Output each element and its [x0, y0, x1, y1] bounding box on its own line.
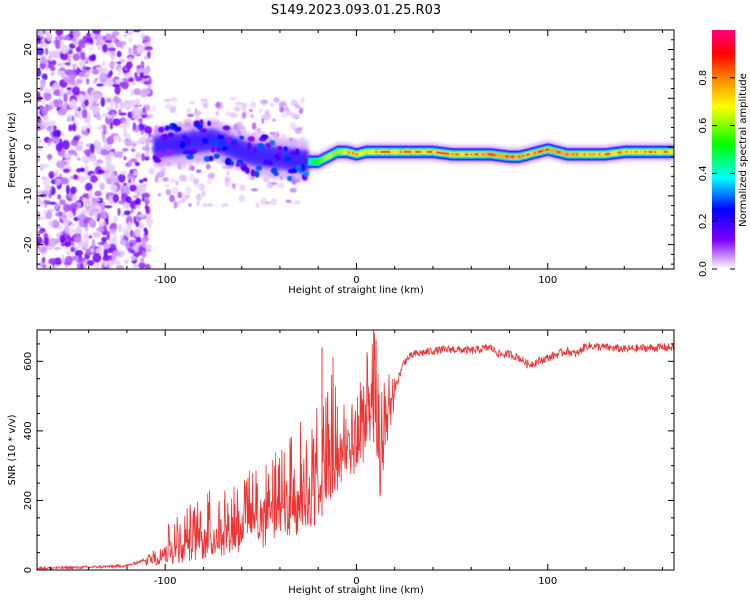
- y-tick-label: 200: [23, 491, 34, 510]
- snr-frame: [36, 329, 675, 571]
- y-tick-label: -20: [23, 236, 34, 252]
- y-tick-label: -10: [23, 188, 34, 204]
- snr-y-axis-label: SNR (10 * v/v): [7, 414, 18, 485]
- colorbar: 0.0 0.2 0.4 0.6 0.8 Normalized spectral ampl…: [698, 30, 749, 277]
- snr-series: [37, 330, 674, 570]
- y-tick-label: 0: [23, 567, 34, 573]
- colorbar-tick-label: 0.2: [698, 213, 709, 229]
- snr-x-axis-label: Height of straight line (km): [288, 585, 424, 596]
- spectrogram-image: [37, 30, 674, 269]
- x-tick-label: 100: [538, 576, 557, 587]
- colorbar-tick-label: 0.0: [698, 261, 709, 277]
- x-tick-label: 0: [353, 576, 359, 587]
- x-tick-label: -100: [154, 275, 177, 286]
- y-tick-label: 10: [23, 92, 34, 105]
- spectrogram-x-axis-label: Height of straight line (km): [288, 285, 424, 296]
- noise-speckle: [37, 30, 306, 269]
- y-tick-label: 0: [23, 144, 34, 150]
- colorbar-gradient: [712, 30, 735, 269]
- signal-ridge: [152, 117, 674, 184]
- spectrogram-y-axis-label: Frequency (Hz): [7, 112, 18, 188]
- figure-title: S149.2023.093.01.25.R03: [271, 3, 441, 18]
- colorbar-tick-label: 0.8: [698, 70, 709, 86]
- snr-panel: -100 0 100 0 200 400 600 Height of straight l…: [7, 329, 675, 596]
- snr-line: [37, 333, 674, 570]
- y-tick-label: 20: [23, 43, 34, 56]
- spectrogram-x-ticks: -100 0 100: [49, 30, 664, 286]
- colorbar-ticks: 0.0 0.2 0.4 0.6 0.8: [698, 70, 735, 277]
- spectrogram-y-ticks: -20 -10 0 10 20: [23, 29, 674, 265]
- colorbar-tick-label: 0.6: [698, 118, 709, 134]
- colorbar-tick-label: 0.4: [698, 165, 709, 181]
- spectrogram-frame: [36, 29, 675, 270]
- x-tick-label: 0: [353, 275, 359, 286]
- x-tick-label: 100: [538, 275, 557, 286]
- y-tick-label: 600: [23, 352, 34, 371]
- snr-x-ticks: -100 0 100: [49, 330, 664, 587]
- colorbar-label: Normalized spectral amplitude: [738, 73, 749, 227]
- y-tick-label: 400: [23, 421, 34, 440]
- snr-y-ticks: 0 200 400 600: [23, 343, 674, 573]
- x-tick-label: -100: [154, 576, 177, 587]
